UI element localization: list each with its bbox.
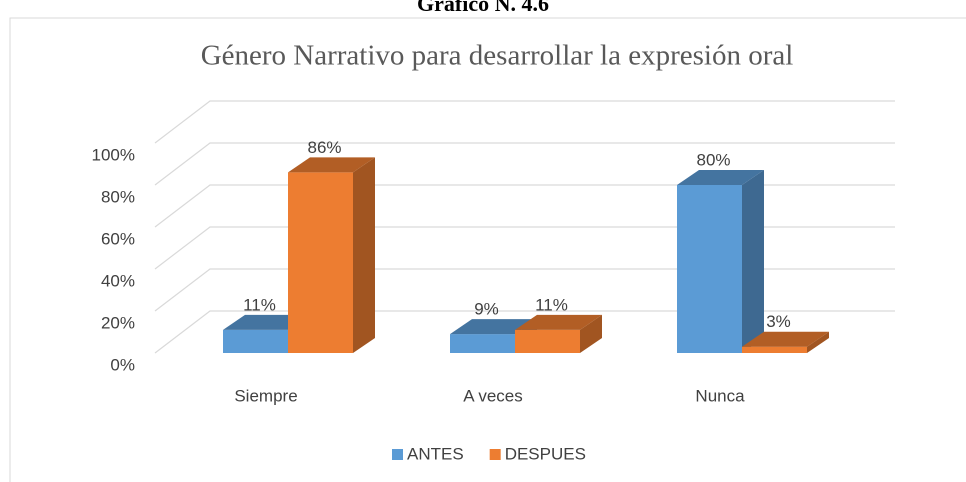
legend-swatch — [489, 449, 501, 460]
x-tick-label: Siempre — [234, 386, 297, 405]
bar — [288, 157, 375, 353]
y-tick-label: 80% — [101, 187, 135, 206]
bar-front — [288, 172, 353, 353]
grid-line — [154, 100, 895, 144]
bar-top — [515, 314, 602, 330]
bar-front — [223, 329, 288, 353]
chart-frame — [9, 17, 966, 482]
bar-front — [742, 346, 807, 353]
y-tick-label: 20% — [101, 313, 135, 332]
legend-swatch — [392, 449, 403, 460]
bar-front — [450, 334, 515, 353]
grid-line — [154, 310, 895, 354]
y-tick-label: 100% — [92, 145, 135, 164]
x-tick-label: Nunca — [695, 386, 745, 405]
value-label: 86% — [307, 138, 341, 157]
bar-front — [677, 185, 742, 353]
bar-side — [580, 314, 602, 353]
bar-top — [677, 170, 764, 185]
bar-side — [353, 157, 375, 353]
bar — [515, 314, 602, 353]
bar — [677, 170, 764, 353]
legend-label: DESPUES — [505, 444, 586, 463]
bar-top — [742, 331, 829, 347]
bar-side — [742, 170, 764, 353]
bar-top — [288, 157, 375, 173]
y-tick-label: 60% — [101, 229, 135, 248]
y-tick-label: 0% — [110, 355, 135, 374]
value-label: 80% — [696, 150, 730, 169]
figure-header: Gráfico N. 4.6 — [417, 0, 549, 16]
value-label: 9% — [474, 300, 499, 319]
bar — [742, 331, 829, 353]
value-label: 11% — [243, 295, 276, 314]
y-tick-label: 40% — [101, 271, 135, 290]
x-tick-label: A veces — [463, 386, 523, 405]
legend-label: ANTES — [407, 444, 464, 463]
value-label: 3% — [766, 312, 791, 331]
chart-title: Género Narrativo para desarrollar la exp… — [201, 40, 794, 72]
value-label: 11% — [535, 295, 568, 314]
grid-line — [154, 268, 895, 312]
grid-line — [154, 184, 895, 228]
grid-line — [154, 142, 895, 186]
bar-front — [515, 329, 580, 353]
grid-line — [154, 226, 895, 270]
bar-side — [807, 331, 829, 353]
